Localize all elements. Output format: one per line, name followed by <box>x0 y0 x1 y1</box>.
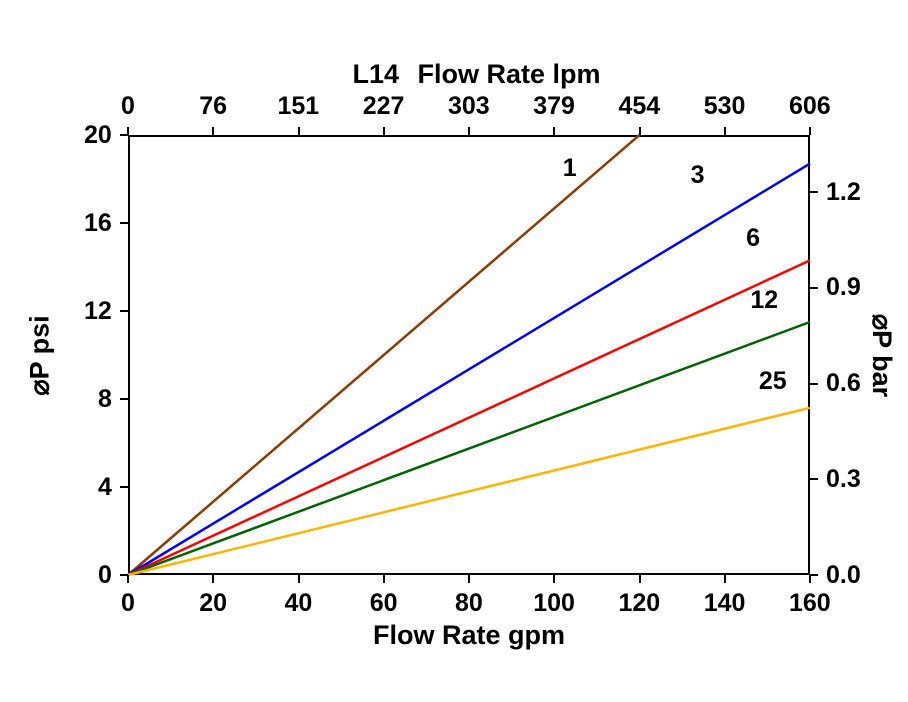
tick <box>724 575 726 583</box>
tick-label: 16 <box>84 209 112 238</box>
tick <box>120 310 128 312</box>
tick <box>120 574 128 576</box>
tick-label: 0 <box>98 561 112 590</box>
series-label-3: 3 <box>691 161 705 190</box>
x-axis-bottom-label: Flow Rate gpm <box>373 620 565 651</box>
tick-label: 0 <box>121 589 135 618</box>
y-axis-right-label: ⌀P bar <box>866 313 897 396</box>
tick <box>639 575 641 583</box>
series-12 <box>128 322 810 575</box>
tick-label: 120 <box>619 589 661 618</box>
chart-lines <box>128 135 810 575</box>
tick-label: 1.2 <box>826 178 861 207</box>
tick <box>298 575 300 583</box>
tick <box>212 127 214 135</box>
series-3 <box>128 164 810 575</box>
tick <box>639 127 641 135</box>
tick-label: 100 <box>533 589 575 618</box>
tick-label: 0.9 <box>826 273 861 302</box>
tick-label: 227 <box>363 92 405 121</box>
tick <box>120 222 128 224</box>
tick-label: 140 <box>704 589 746 618</box>
tick-label: 0.3 <box>826 465 861 494</box>
series-label-1: 1 <box>563 154 577 183</box>
series-label-25: 25 <box>759 367 787 396</box>
tick <box>468 575 470 583</box>
tick <box>120 398 128 400</box>
tick-label: 379 <box>533 92 575 121</box>
series-1 <box>128 135 640 575</box>
tick <box>468 127 470 135</box>
tick <box>809 575 811 583</box>
x-axis-top-label: Flow Rate lpm <box>418 59 601 90</box>
tick-label: 0 <box>121 92 135 121</box>
tick <box>553 127 555 135</box>
series-6 <box>128 260 810 575</box>
tick <box>553 575 555 583</box>
tick <box>810 574 818 576</box>
tick-label: 76 <box>199 92 227 121</box>
tick-label: 60 <box>370 589 398 618</box>
tick <box>120 134 128 136</box>
tick-label: 20 <box>84 121 112 150</box>
tick-label: 151 <box>278 92 320 121</box>
tick <box>810 287 818 289</box>
tick-label: 454 <box>619 92 661 121</box>
tick-label: 160 <box>789 589 831 618</box>
tick <box>298 127 300 135</box>
tick <box>810 478 818 480</box>
tick <box>724 127 726 135</box>
tick <box>809 127 811 135</box>
tick <box>810 191 818 193</box>
tick <box>120 486 128 488</box>
tick-label: 8 <box>98 385 112 414</box>
y-axis-left-label: ⌀P psi <box>25 315 56 395</box>
tick-label: 0.0 <box>826 561 861 590</box>
tick <box>212 575 214 583</box>
tick-label: 530 <box>704 92 746 121</box>
tick-label: 80 <box>455 589 483 618</box>
series-label-6: 6 <box>746 224 760 253</box>
tick-label: 20 <box>199 589 227 618</box>
tick <box>127 575 129 583</box>
tick-label: 0.6 <box>826 369 861 398</box>
tick <box>383 575 385 583</box>
tick-label: 303 <box>448 92 490 121</box>
tick <box>383 127 385 135</box>
tick-label: 12 <box>84 297 112 326</box>
tick-label: 40 <box>285 589 313 618</box>
series-25 <box>128 408 810 575</box>
tick-label: 606 <box>789 92 831 121</box>
model-label: L14 <box>353 59 400 90</box>
series-label-12: 12 <box>750 286 778 315</box>
tick <box>810 383 818 385</box>
tick-label: 4 <box>98 473 112 502</box>
